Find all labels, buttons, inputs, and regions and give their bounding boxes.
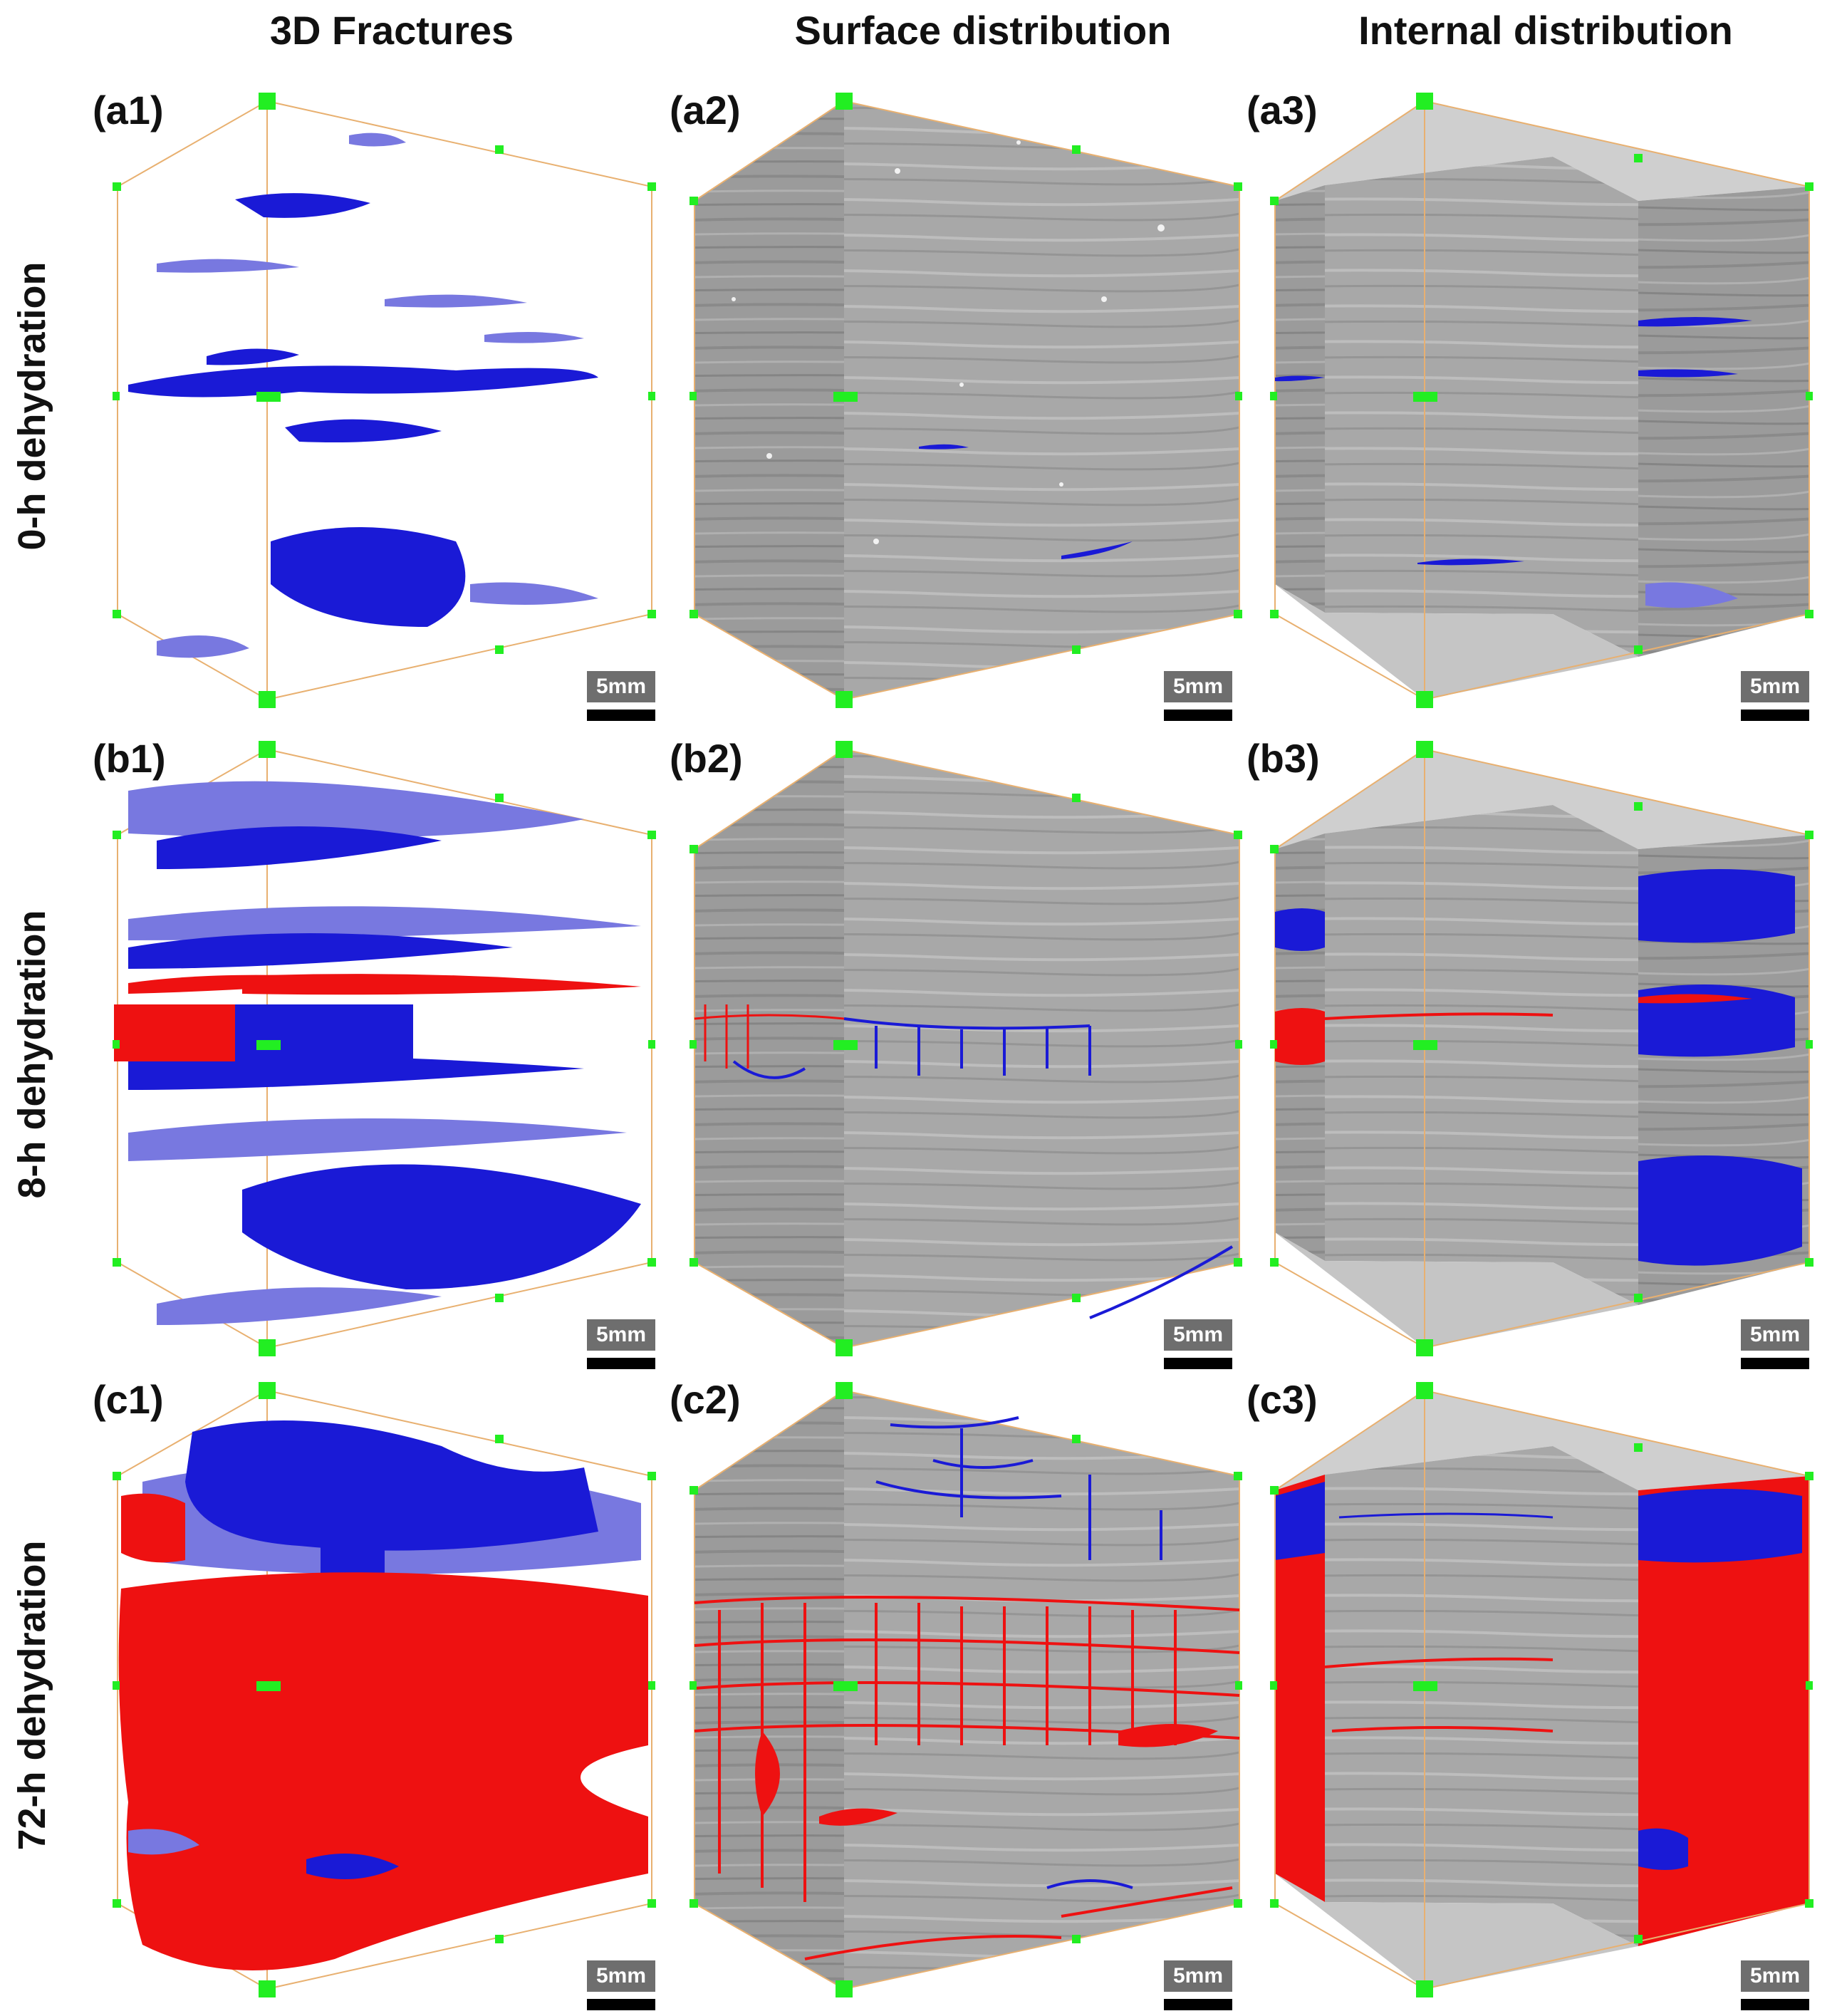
fracture-render-c1 (113, 1382, 656, 1997)
row-title-72h: 72-h dehydration (0, 1375, 64, 2016)
panel-label-c2: (c2) (670, 1377, 741, 1422)
internal-render-a3 (1270, 93, 1813, 708)
row-title-8h: 8-h dehydration (0, 734, 64, 1375)
scale-bar-label: 5mm (1741, 671, 1809, 702)
panel-b2: (b2) 5mm (662, 734, 1242, 1375)
scale-bar-a2: 5mm (1164, 671, 1232, 727)
panel-label-c3: (c3) (1247, 1377, 1318, 1422)
column-title-3d-fractures: 3D Fractures (269, 8, 514, 53)
panel-label-b1: (b1) (93, 736, 166, 781)
panel-label-b3: (b3) (1247, 736, 1320, 781)
surface-render-c2 (689, 1382, 1242, 1997)
panel-a1: (a1) 5mm (85, 85, 662, 727)
panel-label-a1: (a1) (93, 88, 164, 133)
fracture-render-b1 (113, 741, 656, 1356)
scale-bar-c1: 5mm (587, 1960, 655, 2016)
surface-render-b2 (689, 741, 1242, 1356)
internal-render-b3 (1270, 741, 1813, 1356)
scale-bar-label: 5mm (1164, 1319, 1232, 1351)
scale-bar-b3: 5mm (1741, 1319, 1809, 1375)
scale-bar-label: 5mm (587, 1960, 655, 1992)
scale-bar-label: 5mm (1741, 1319, 1809, 1351)
row-title-72h-text: 72-h dehydration (11, 1540, 53, 1851)
row-title-8h-text: 8-h dehydration (11, 910, 53, 1199)
panel-b3: (b3) 5mm (1239, 734, 1816, 1375)
internal-render-c3 (1270, 1382, 1813, 1997)
panel-b1: (b1) (85, 734, 662, 1375)
panel-label-a3: (a3) (1247, 88, 1318, 133)
fracture-render-a1 (113, 93, 656, 708)
panel-c1: (c1) 5mm (85, 1375, 662, 2016)
surface-render-a2 (689, 93, 1242, 708)
scale-bar-label: 5mm (587, 1319, 655, 1351)
scale-bar-label: 5mm (1741, 1960, 1809, 1992)
scale-bar-line (1164, 710, 1232, 721)
scale-bar-line (1164, 1999, 1232, 2010)
scale-bar-label: 5mm (587, 671, 655, 702)
panel-label-b2: (b2) (670, 736, 743, 781)
row-title-0h-text: 0-h dehydration (11, 261, 53, 551)
scale-bar-line (1741, 710, 1809, 721)
scale-bar-a3: 5mm (1741, 671, 1809, 727)
panel-label-c1: (c1) (93, 1377, 164, 1422)
scale-bar-line (1741, 1999, 1809, 2010)
scale-bar-label: 5mm (1164, 1960, 1232, 1992)
scale-bar-c2: 5mm (1164, 1960, 1232, 2016)
scale-bar-line (1741, 1358, 1809, 1369)
scale-bar-line (587, 710, 655, 721)
scale-bar-label: 5mm (1164, 671, 1232, 702)
scale-bar-line (587, 1358, 655, 1369)
panel-label-a2: (a2) (670, 88, 741, 133)
scale-bar-line (1164, 1358, 1232, 1369)
panel-a2: (a2) 5mm (662, 85, 1242, 727)
column-title-internal-distribution: Internal distribution (1358, 8, 1733, 53)
panel-c2: (c2) (662, 1375, 1242, 2016)
scale-bar-line (587, 1999, 655, 2010)
scale-bar-c3: 5mm (1741, 1960, 1809, 2016)
scale-bar-b1: 5mm (587, 1319, 655, 1375)
row-title-0h: 0-h dehydration (0, 85, 64, 727)
column-title-surface-distribution: Surface distribution (794, 8, 1172, 53)
panel-a3: (a3) 5mm (1239, 85, 1816, 727)
scale-bar-b2: 5mm (1164, 1319, 1232, 1375)
scale-bar-a1: 5mm (587, 671, 655, 727)
panel-c3: (c3) 5mm (1239, 1375, 1816, 2016)
